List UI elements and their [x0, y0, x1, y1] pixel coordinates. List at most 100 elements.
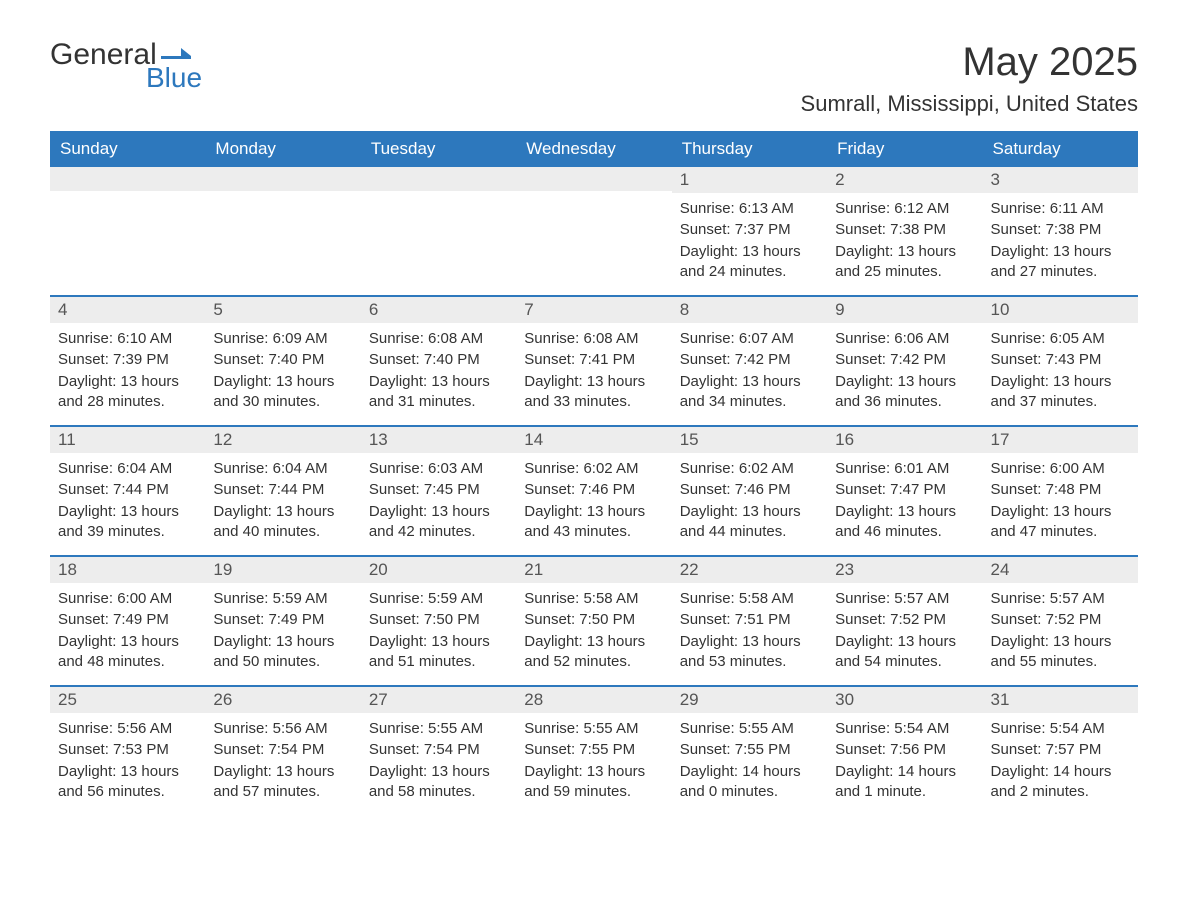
day-details: Sunrise: 5:56 AMSunset: 7:53 PMDaylight:… [50, 713, 205, 802]
logo-text-blue: Blue [146, 64, 202, 92]
day-number: 30 [827, 687, 982, 713]
sunrise-text: Sunrise: 6:07 AM [680, 329, 819, 349]
day-details: Sunrise: 5:54 AMSunset: 7:57 PMDaylight:… [983, 713, 1138, 802]
day-number: 31 [983, 687, 1138, 713]
day-cell: 3Sunrise: 6:11 AMSunset: 7:38 PMDaylight… [983, 167, 1138, 295]
day-cell [516, 167, 671, 295]
logo: General Blue [50, 40, 202, 92]
sunrise-text: Sunrise: 6:00 AM [991, 459, 1130, 479]
sunrise-text: Sunrise: 5:58 AM [524, 589, 663, 609]
day-number: 16 [827, 427, 982, 453]
sunrise-text: Sunrise: 5:56 AM [213, 719, 352, 739]
day-number: 4 [50, 297, 205, 323]
daylight-text: Daylight: 13 hours and 39 minutes. [58, 502, 197, 543]
sunrise-text: Sunrise: 6:11 AM [991, 199, 1130, 219]
daylight-text: Daylight: 13 hours and 57 minutes. [213, 762, 352, 803]
day-number: 21 [516, 557, 671, 583]
day-cell: 14Sunrise: 6:02 AMSunset: 7:46 PMDayligh… [516, 427, 671, 555]
day-number: 20 [361, 557, 516, 583]
sunset-text: Sunset: 7:40 PM [213, 350, 352, 370]
sunset-text: Sunset: 7:55 PM [680, 740, 819, 760]
day-cell: 23Sunrise: 5:57 AMSunset: 7:52 PMDayligh… [827, 557, 982, 685]
sunset-text: Sunset: 7:44 PM [213, 480, 352, 500]
day-cell: 21Sunrise: 5:58 AMSunset: 7:50 PMDayligh… [516, 557, 671, 685]
daylight-text: Daylight: 13 hours and 52 minutes. [524, 632, 663, 673]
sunrise-text: Sunrise: 6:08 AM [369, 329, 508, 349]
day-cell: 30Sunrise: 5:54 AMSunset: 7:56 PMDayligh… [827, 687, 982, 815]
day-details: Sunrise: 5:58 AMSunset: 7:50 PMDaylight:… [516, 583, 671, 672]
day-number: 11 [50, 427, 205, 453]
day-details: Sunrise: 6:07 AMSunset: 7:42 PMDaylight:… [672, 323, 827, 412]
sunrise-text: Sunrise: 6:12 AM [835, 199, 974, 219]
day-number: 9 [827, 297, 982, 323]
day-cell: 27Sunrise: 5:55 AMSunset: 7:54 PMDayligh… [361, 687, 516, 815]
day-header: Saturday [983, 131, 1138, 167]
day-cell: 25Sunrise: 5:56 AMSunset: 7:53 PMDayligh… [50, 687, 205, 815]
logo-text-general: General [50, 40, 157, 70]
day-cell [361, 167, 516, 295]
daylight-text: Daylight: 13 hours and 43 minutes. [524, 502, 663, 543]
sunset-text: Sunset: 7:46 PM [524, 480, 663, 500]
day-number: 24 [983, 557, 1138, 583]
day-details: Sunrise: 6:04 AMSunset: 7:44 PMDaylight:… [50, 453, 205, 542]
day-number: 29 [672, 687, 827, 713]
sunrise-text: Sunrise: 5:55 AM [369, 719, 508, 739]
sunset-text: Sunset: 7:54 PM [213, 740, 352, 760]
day-cell: 22Sunrise: 5:58 AMSunset: 7:51 PMDayligh… [672, 557, 827, 685]
day-details: Sunrise: 6:02 AMSunset: 7:46 PMDaylight:… [672, 453, 827, 542]
day-details: Sunrise: 5:59 AMSunset: 7:49 PMDaylight:… [205, 583, 360, 672]
week-row: 11Sunrise: 6:04 AMSunset: 7:44 PMDayligh… [50, 425, 1138, 555]
daylight-text: Daylight: 13 hours and 56 minutes. [58, 762, 197, 803]
day-header: Sunday [50, 131, 205, 167]
sunset-text: Sunset: 7:56 PM [835, 740, 974, 760]
sunrise-text: Sunrise: 6:09 AM [213, 329, 352, 349]
sunrise-text: Sunrise: 5:59 AM [369, 589, 508, 609]
day-cell: 15Sunrise: 6:02 AMSunset: 7:46 PMDayligh… [672, 427, 827, 555]
daylight-text: Daylight: 13 hours and 24 minutes. [680, 242, 819, 283]
week-row: 4Sunrise: 6:10 AMSunset: 7:39 PMDaylight… [50, 295, 1138, 425]
sunset-text: Sunset: 7:53 PM [58, 740, 197, 760]
day-number: 6 [361, 297, 516, 323]
sunrise-text: Sunrise: 5:59 AM [213, 589, 352, 609]
day-details: Sunrise: 6:06 AMSunset: 7:42 PMDaylight:… [827, 323, 982, 412]
location-subtitle: Sumrall, Mississippi, United States [801, 91, 1138, 117]
day-number: 15 [672, 427, 827, 453]
weeks-container: 1Sunrise: 6:13 AMSunset: 7:37 PMDaylight… [50, 167, 1138, 815]
day-number: 18 [50, 557, 205, 583]
day-cell: 2Sunrise: 6:12 AMSunset: 7:38 PMDaylight… [827, 167, 982, 295]
day-details: Sunrise: 6:09 AMSunset: 7:40 PMDaylight:… [205, 323, 360, 412]
sunrise-text: Sunrise: 6:01 AM [835, 459, 974, 479]
sunset-text: Sunset: 7:44 PM [58, 480, 197, 500]
day-number: 1 [672, 167, 827, 193]
sunrise-text: Sunrise: 6:04 AM [58, 459, 197, 479]
sunrise-text: Sunrise: 6:13 AM [680, 199, 819, 219]
day-details: Sunrise: 5:56 AMSunset: 7:54 PMDaylight:… [205, 713, 360, 802]
daylight-text: Daylight: 14 hours and 2 minutes. [991, 762, 1130, 803]
day-number: 12 [205, 427, 360, 453]
daylight-text: Daylight: 13 hours and 25 minutes. [835, 242, 974, 283]
daylight-text: Daylight: 13 hours and 40 minutes. [213, 502, 352, 543]
sunset-text: Sunset: 7:43 PM [991, 350, 1130, 370]
sunrise-text: Sunrise: 6:03 AM [369, 459, 508, 479]
day-cell: 16Sunrise: 6:01 AMSunset: 7:47 PMDayligh… [827, 427, 982, 555]
day-cell: 18Sunrise: 6:00 AMSunset: 7:49 PMDayligh… [50, 557, 205, 685]
sunset-text: Sunset: 7:39 PM [58, 350, 197, 370]
sunset-text: Sunset: 7:40 PM [369, 350, 508, 370]
sunset-text: Sunset: 7:55 PM [524, 740, 663, 760]
sunset-text: Sunset: 7:52 PM [991, 610, 1130, 630]
day-details: Sunrise: 6:08 AMSunset: 7:41 PMDaylight:… [516, 323, 671, 412]
sunrise-text: Sunrise: 5:57 AM [835, 589, 974, 609]
daylight-text: Daylight: 13 hours and 42 minutes. [369, 502, 508, 543]
sunset-text: Sunset: 7:50 PM [524, 610, 663, 630]
daylight-text: Daylight: 13 hours and 55 minutes. [991, 632, 1130, 673]
daylight-text: Daylight: 13 hours and 33 minutes. [524, 372, 663, 413]
week-row: 18Sunrise: 6:00 AMSunset: 7:49 PMDayligh… [50, 555, 1138, 685]
day-number: 27 [361, 687, 516, 713]
day-cell [50, 167, 205, 295]
day-details: Sunrise: 6:03 AMSunset: 7:45 PMDaylight:… [361, 453, 516, 542]
day-number: 26 [205, 687, 360, 713]
sunset-text: Sunset: 7:42 PM [835, 350, 974, 370]
day-cell: 4Sunrise: 6:10 AMSunset: 7:39 PMDaylight… [50, 297, 205, 425]
day-number: 8 [672, 297, 827, 323]
daylight-text: Daylight: 13 hours and 27 minutes. [991, 242, 1130, 283]
